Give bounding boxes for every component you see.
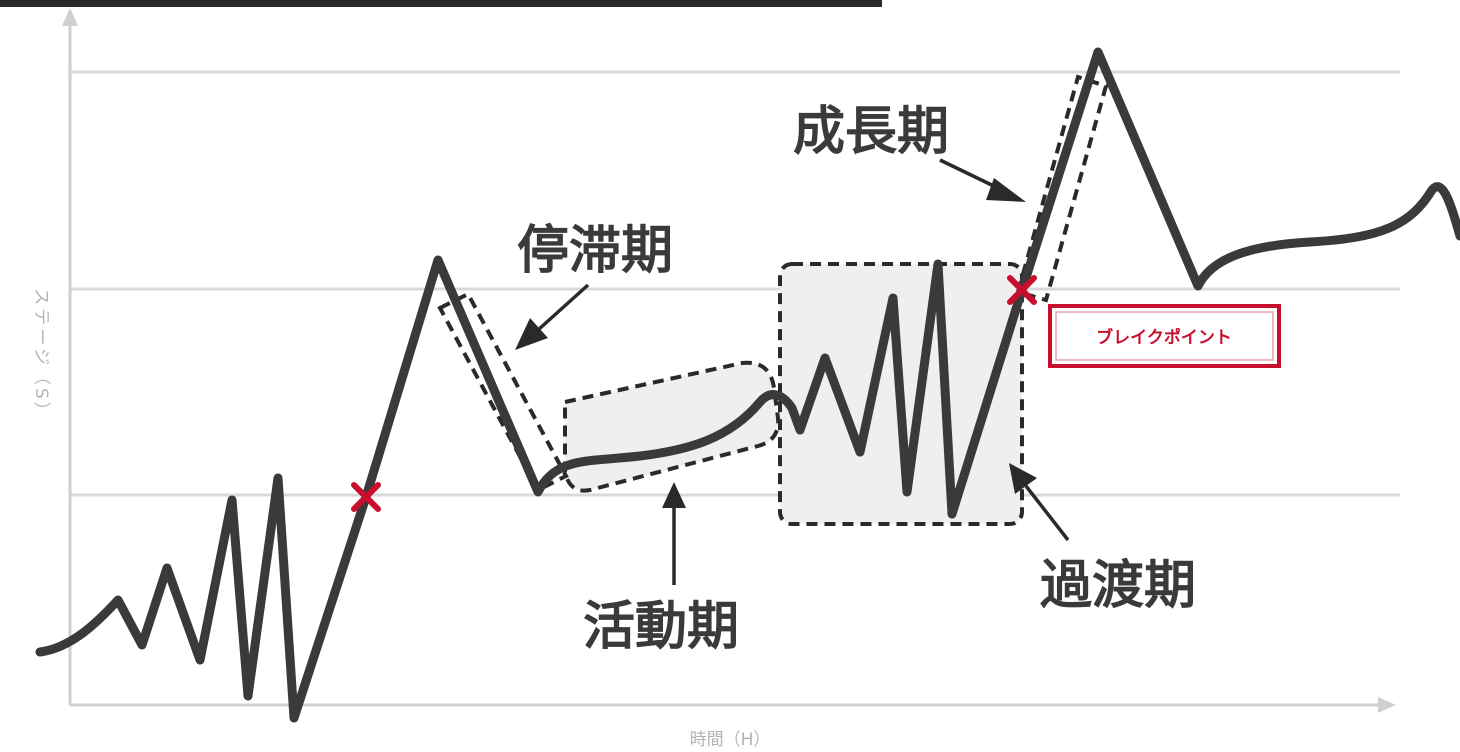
top-rule [0,0,882,7]
breakpoint-label-inner [1055,311,1274,361]
x-axis-label: 時間（H） [690,730,771,750]
growth-phase-label: 成長期 [793,102,949,162]
growth-arrow [939,158,1026,202]
stagnation-arrowhead-icon [515,318,548,350]
growth-arrowhead-icon [986,178,1026,202]
cycle-line [35,47,1460,723]
transition-arrowhead-icon [1009,463,1037,494]
activity-phase-box [563,360,781,493]
breakpoint-marker-1 [351,482,381,512]
transition-phase-label: 過渡期 [1040,556,1196,616]
activity-phase-label: 活動期 [583,597,739,657]
breakpoint-label-box [1048,304,1281,368]
activity-arrowhead-icon [662,482,686,508]
breakpoint-marker-2 [1007,275,1037,305]
y-axis-arrow-icon [62,8,78,26]
growth-phase-band [1015,74,1109,303]
stagnation-phase-label: 停滞期 [517,221,673,281]
transition-arrow [1009,463,1070,542]
breakpoint-label: ブレイクポイント [1096,327,1232,348]
x-axis-arrow-icon [1378,697,1396,713]
stagnation-arrow [515,283,590,350]
y-axis-label: ステージ（S） [31,288,51,421]
activity-arrow [662,482,686,585]
